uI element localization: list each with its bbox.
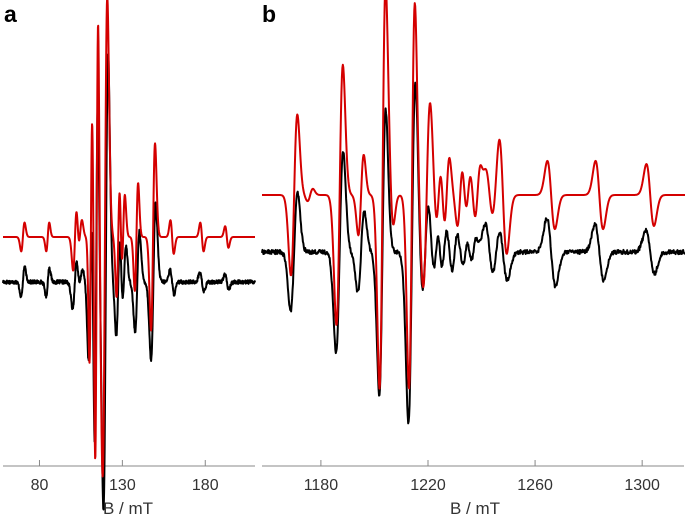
panel-a-simulated-trace <box>2 0 256 478</box>
panel-b-x-tick-label: 1260 <box>517 477 553 494</box>
panel-b-x-tick-label: 1180 <box>304 477 339 494</box>
panel-b-label: b <box>262 1 276 27</box>
panel-b-experimental-trace <box>261 81 685 425</box>
panel-a-x-tick-label: 80 <box>31 477 49 494</box>
panel-a-label: a <box>4 1 17 27</box>
panel-b-simulated-trace <box>261 0 685 390</box>
panel-a-x-tick-label: 130 <box>109 477 136 494</box>
panel-b-x-tick-label: 1300 <box>624 477 660 494</box>
panel-b: 1180 1220 1260 1300 <box>261 0 685 494</box>
panel-a-x-tick-label: 180 <box>192 477 219 494</box>
panel-a-x-axis-label: B / mT <box>103 499 153 518</box>
panel-a: 80 130 180 <box>2 0 256 511</box>
panel-b-x-tick-label: 1220 <box>410 477 446 494</box>
panel-b-x-axis-label: B / mT <box>450 499 500 518</box>
panel-a-experimental-trace <box>2 53 256 511</box>
